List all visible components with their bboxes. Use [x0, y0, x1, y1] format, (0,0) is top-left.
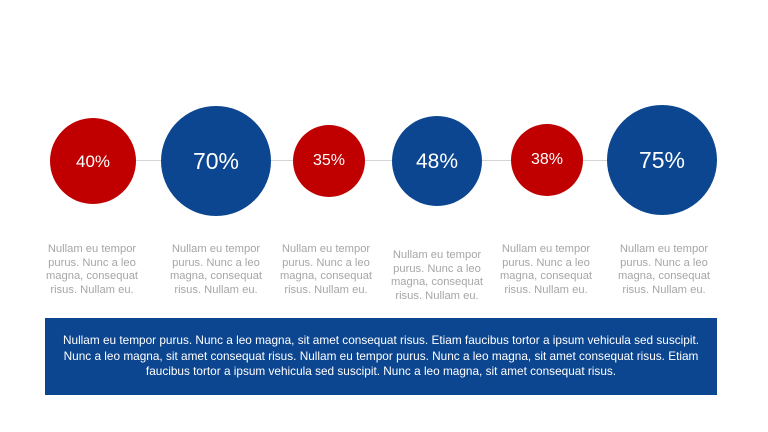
- percentage-value-1: 40%: [75, 151, 111, 171]
- percentage-value-2: 70%: [192, 147, 240, 174]
- step-caption-2: Nullam eu tempor purus. Nunc a leo magna…: [169, 243, 263, 296]
- percentage-value-3: 35%: [312, 152, 346, 169]
- summary-box: Nullam eu tempor purus. Nunc a leo magna…: [45, 318, 717, 395]
- step-caption-4: Nullam eu tempor purus. Nunc a leo magna…: [390, 249, 484, 302]
- step-caption-5: Nullam eu tempor purus. Nunc a leo magna…: [499, 243, 593, 296]
- percentage-value-5: 38%: [530, 151, 564, 168]
- step-caption-1: Nullam eu tempor purus. Nunc a leo magna…: [45, 243, 139, 296]
- percentage-value-6: 75%: [638, 146, 686, 173]
- percentage-circle-4: 48%: [392, 116, 482, 206]
- step-caption-3: Nullam eu tempor purus. Nunc a leo magna…: [279, 243, 373, 296]
- percentage-circle-2: 70%: [161, 106, 271, 216]
- percentage-circle-3: 35%: [293, 125, 365, 197]
- percentage-circle-6: 75%: [607, 105, 717, 215]
- percentage-circle-1: 40%: [50, 118, 136, 204]
- summary-text: Nullam eu tempor purus. Nunc a leo magna…: [62, 333, 700, 379]
- step-caption-6: Nullam eu tempor purus. Nunc a leo magna…: [617, 243, 711, 296]
- connector-line: [92, 160, 662, 161]
- percentage-circle-5: 38%: [511, 124, 583, 196]
- percentage-value-4: 48%: [415, 149, 459, 173]
